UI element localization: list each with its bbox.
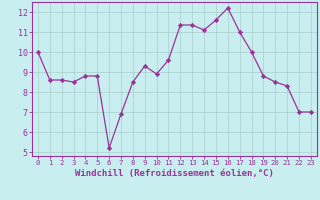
X-axis label: Windchill (Refroidissement éolien,°C): Windchill (Refroidissement éolien,°C) bbox=[75, 169, 274, 178]
